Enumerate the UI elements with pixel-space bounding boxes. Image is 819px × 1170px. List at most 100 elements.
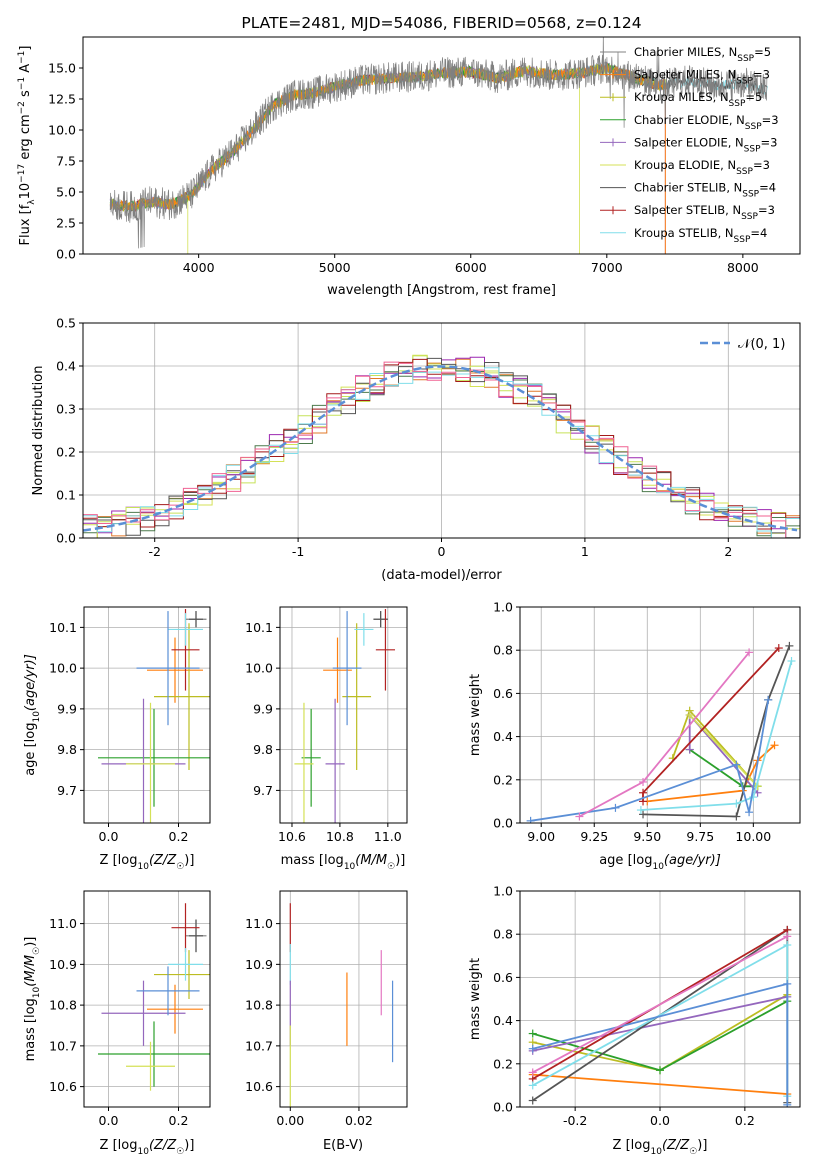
- label-part: Chabrier MILES, N: [634, 45, 737, 59]
- label-part: −17: [17, 164, 27, 183]
- x-axis-label: E(B-V): [323, 1138, 363, 1153]
- label-part: mass [log: [281, 853, 344, 868]
- weight-line-SE: [532, 995, 788, 1052]
- label-part: (age/yr)]: [23, 654, 38, 711]
- label-part: −1: [17, 51, 27, 64]
- label-part: =4: [759, 181, 776, 195]
- model-line-SS: [109, 63, 666, 254]
- label-part: ☉: [176, 862, 184, 872]
- label-part: (M/M: [23, 955, 38, 987]
- weight-Z-axes: -0.2 0.0 0.2 0.0 0.2 0.4 0.6 0.8 1.0: [493, 884, 801, 1128]
- y-tick-label: 10.9: [245, 957, 273, 972]
- label-part: Kroupa MILES, N: [634, 90, 729, 104]
- label-part: SSP: [736, 167, 753, 177]
- x-tick-label: 0: [438, 544, 446, 559]
- label-part: ☉: [387, 862, 395, 872]
- y-tick-label: 0.1: [56, 488, 76, 503]
- label-part: 10: [18, 183, 33, 200]
- axes-frame: [279, 890, 408, 1108]
- y-tick-label: 0.3: [56, 402, 76, 417]
- axes-frame: [82, 322, 801, 539]
- label-part: (Z/Z: [149, 853, 177, 868]
- y-axis-label: Normed distribution: [31, 366, 46, 496]
- label-part: SSP: [744, 144, 761, 154]
- legend-label-CE: Chabrier ELODIE, NSSP=3: [634, 113, 779, 132]
- age-Z-axes: 0.0 0.2 9.7 9.8 9.9 10.0 10.1: [49, 606, 211, 844]
- label-part: Salpeter STELIB, N: [634, 203, 741, 217]
- label-part: ]: [18, 46, 33, 51]
- axes-frame: [519, 890, 801, 1108]
- x-tick-label: 7000: [591, 260, 623, 275]
- y-tick-label: 10.6: [49, 1079, 77, 1094]
- weight-line-CS: [642, 645, 791, 818]
- y-tick-label: 11.0: [245, 916, 273, 931]
- label-part: 10: [344, 862, 356, 872]
- y-tick-label: 5.0: [56, 185, 76, 200]
- label-part: A: [18, 64, 33, 77]
- x-tick-label: -2: [148, 544, 160, 559]
- x-tick-label: 9.50: [633, 829, 661, 844]
- weight-line-KE: [689, 714, 759, 787]
- y-tick-label: 0.4: [56, 359, 76, 374]
- y-tick-label: 11.0: [49, 916, 77, 931]
- chart-title: PLATE=2481, MJD=54086, FIBERID=0568, z=0…: [241, 14, 641, 32]
- y-tick-label: 10.1: [49, 620, 77, 635]
- x-tick-label: 5000: [319, 260, 351, 275]
- plot-area: [528, 925, 792, 1107]
- y-tick-label: 10.0: [245, 661, 273, 676]
- label-part: Salpeter MILES, N: [634, 68, 736, 82]
- label-part: (age/yr)]: [664, 853, 721, 868]
- y-tick-label: 10.8: [245, 998, 273, 1013]
- y-tick-label: 0.0: [493, 1100, 513, 1115]
- y-tick-label: 10.0: [48, 123, 76, 138]
- model-line-KE: [187, 64, 580, 254]
- legend-label-SE: Salpeter ELODIE, NSSP=3: [634, 135, 777, 154]
- y-tick-label: 0.8: [493, 927, 513, 942]
- plot-area: [98, 609, 210, 823]
- y-tick-label: 7.5: [56, 154, 76, 169]
- x-tick-label: 9.75: [686, 829, 714, 844]
- x-axis-label: wavelength [Angstrom, rest frame]: [327, 283, 556, 298]
- age-mass-axes: 10.6 10.8 11.0 9.7 9.8 9.9 10.0 10.1: [245, 606, 408, 844]
- y-tick-label: 0.2: [56, 445, 76, 460]
- y-axis-label: Flux [fλ10−17 erg cm−2 s−1 A−1]: [17, 46, 37, 246]
- label-part: Chabrier ELODIE, N: [634, 113, 745, 127]
- y-tick-label: 0.6: [493, 686, 513, 701]
- y-tick-label: 10.7: [245, 1038, 273, 1053]
- hist-step-pink: [83, 361, 800, 538]
- plot-area: [294, 609, 396, 823]
- label-part: =5: [754, 45, 771, 59]
- label-part: ☉: [32, 947, 42, 955]
- x-tick-label: 0.0: [650, 1113, 670, 1128]
- label-part: SSP: [734, 235, 751, 245]
- label-part: mass [log: [23, 998, 38, 1061]
- label-part: =4: [750, 226, 767, 240]
- label-part: Kroupa STELIB, N: [634, 226, 734, 240]
- x-tick-label: 10.00: [735, 829, 771, 844]
- legend-label-SM: Salpeter MILES, NSSP=3: [634, 68, 770, 87]
- weight-line-SM: [532, 1073, 788, 1095]
- label-part: 10: [137, 862, 149, 872]
- label-part: ☉: [176, 1147, 184, 1157]
- x-tick-label: 0.2: [735, 1113, 755, 1128]
- x-tick-label: 0.0: [99, 829, 119, 844]
- label-part: (Z/Z: [662, 1138, 690, 1153]
- data-line-CM: [109, 37, 768, 249]
- axes-frame: [279, 606, 408, 824]
- y-tick-label: 9.9: [253, 701, 273, 716]
- y-tick-label: 0.0: [56, 531, 76, 546]
- y-tick-label: 12.5: [48, 92, 76, 107]
- y-tick-label: 0.4: [493, 729, 513, 744]
- label-part: =3: [761, 135, 778, 149]
- y-tick-label: 15.0: [48, 61, 76, 76]
- axes-frame: [83, 606, 211, 824]
- legend-label-KS: Kroupa STELIB, NSSP=4: [634, 226, 767, 245]
- label-part: 10: [652, 862, 664, 872]
- x-tick-label: 10.8: [326, 829, 354, 844]
- x-axis-label: age [log10(age/yr)]: [599, 853, 721, 872]
- y-axis-label: mass [log10(M/M☉)]: [23, 937, 42, 1062]
- label-part: SSP: [729, 99, 746, 109]
- label-part: −2: [17, 101, 27, 114]
- x-tick-label: 2: [724, 544, 732, 559]
